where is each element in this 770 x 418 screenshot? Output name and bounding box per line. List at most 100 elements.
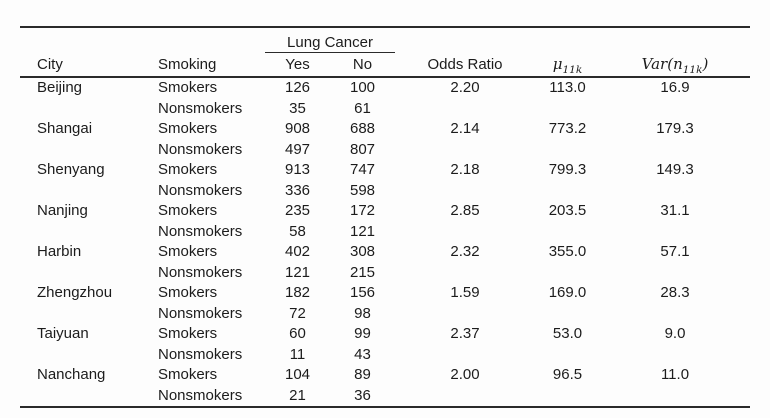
table-row: Shenyang Smokers 913 747 2.18 799.3 149.3 bbox=[20, 160, 750, 181]
cell-yes: 497 bbox=[284, 140, 311, 158]
cell-var: 57.1 bbox=[660, 243, 690, 260]
cell-odds_ratio: 2.00 bbox=[450, 366, 480, 383]
cell-smoking: Smokers bbox=[158, 243, 218, 260]
spacer-cell bbox=[600, 27, 750, 53]
column-header-city: City bbox=[20, 52, 158, 78]
cell-yes: 104 bbox=[284, 366, 311, 383]
cell-odds_ratio bbox=[395, 140, 535, 161]
cell-mu bbox=[535, 386, 600, 408]
cell-city: Harbin bbox=[37, 243, 82, 260]
cell-no: 156 bbox=[349, 284, 376, 301]
cell-var: 9.0 bbox=[664, 325, 686, 342]
table-row: Nanjing Smokers 235 172 2.85 203.5 31.1 bbox=[20, 201, 750, 222]
table-row: Nonsmokers 121 215 bbox=[20, 263, 750, 284]
cell-city bbox=[20, 222, 158, 243]
cell-smoking: Smokers bbox=[158, 202, 218, 219]
cell-mu: 799.3 bbox=[548, 161, 587, 178]
table-row: Nonsmokers 58 121 bbox=[20, 222, 750, 243]
cell-odds_ratio: 2.20 bbox=[450, 79, 480, 96]
table-row: Nonsmokers 21 36 bbox=[20, 386, 750, 408]
cell-mu: 169.0 bbox=[548, 284, 587, 301]
cell-odds_ratio: 2.18 bbox=[450, 161, 480, 178]
cell-no: 172 bbox=[349, 202, 376, 219]
lung-cancer-smoking-table: Lung Cancer City Smoking Yes No Odds Rat… bbox=[20, 26, 750, 408]
cell-yes: 126 bbox=[284, 79, 311, 96]
cell-mu: 203.5 bbox=[548, 202, 587, 219]
cell-mu bbox=[535, 140, 600, 161]
cell-var bbox=[600, 345, 750, 366]
cell-odds_ratio bbox=[395, 181, 535, 202]
cell-smoking: Nonsmokers bbox=[158, 222, 243, 240]
var-prefix: Var(n bbox=[641, 55, 683, 74]
cell-yes: 182 bbox=[284, 284, 311, 301]
table-row: Zhengzhou Smokers 182 156 1.59 169.0 28.3 bbox=[20, 283, 750, 304]
spacer-cell bbox=[20, 27, 158, 53]
spacer-cell bbox=[535, 27, 600, 53]
column-group-header-lung-cancer: Lung Cancer bbox=[265, 27, 395, 53]
cell-no: 215 bbox=[349, 263, 376, 281]
cell-yes: 402 bbox=[284, 243, 311, 260]
cell-smoking: Smokers bbox=[158, 161, 218, 178]
table-row: Nonsmokers 72 98 bbox=[20, 304, 750, 325]
cell-no: 747 bbox=[349, 161, 376, 178]
cell-city bbox=[20, 181, 158, 202]
cell-odds_ratio bbox=[395, 345, 535, 366]
cell-yes: 235 bbox=[284, 202, 311, 219]
cell-mu bbox=[535, 345, 600, 366]
cell-no: 61 bbox=[354, 99, 371, 117]
cell-smoking: Nonsmokers bbox=[158, 386, 243, 404]
cell-city bbox=[20, 263, 158, 284]
cell-smoking: Nonsmokers bbox=[158, 140, 243, 158]
column-header-mu: μ11k bbox=[535, 52, 600, 78]
cell-mu: 96.5 bbox=[552, 366, 583, 383]
cell-city: Taiyuan bbox=[37, 325, 89, 342]
cell-odds_ratio bbox=[395, 263, 535, 284]
cell-mu: 355.0 bbox=[548, 243, 587, 260]
cell-yes: 60 bbox=[289, 325, 306, 342]
cell-yes: 35 bbox=[289, 99, 306, 117]
spacer-cell bbox=[395, 27, 535, 53]
cell-var: 16.9 bbox=[660, 79, 690, 96]
cell-city: Shangai bbox=[37, 120, 93, 137]
spacer-cell bbox=[158, 27, 265, 53]
cell-var bbox=[600, 181, 750, 202]
cell-yes: 913 bbox=[284, 161, 311, 178]
cell-no: 121 bbox=[349, 222, 376, 240]
cell-odds_ratio: 2.37 bbox=[450, 325, 480, 342]
cell-yes: 58 bbox=[289, 222, 306, 240]
table-row: Taiyuan Smokers 60 99 2.37 53.0 9.0 bbox=[20, 324, 750, 345]
cell-city bbox=[20, 345, 158, 366]
cell-odds_ratio: 1.59 bbox=[450, 284, 480, 301]
header-row: City Smoking Yes No Odds Ratio μ11k Var(… bbox=[20, 52, 750, 78]
cell-no: 598 bbox=[349, 181, 376, 199]
cell-smoking: Nonsmokers bbox=[158, 99, 243, 117]
cell-odds_ratio: 2.85 bbox=[450, 202, 480, 219]
cell-city bbox=[20, 304, 158, 325]
cell-var bbox=[600, 140, 750, 161]
cell-mu bbox=[535, 304, 600, 325]
cell-var: 31.1 bbox=[660, 202, 690, 219]
cell-smoking: Smokers bbox=[158, 79, 218, 96]
column-header-smoking: Smoking bbox=[158, 52, 265, 78]
cell-mu: 773.2 bbox=[548, 120, 587, 137]
cell-var: 149.3 bbox=[656, 161, 694, 178]
table-row: Shangai Smokers 908 688 2.14 773.2 179.3 bbox=[20, 119, 750, 140]
cell-odds_ratio bbox=[395, 304, 535, 325]
cell-smoking: Smokers bbox=[158, 325, 218, 342]
cell-no: 36 bbox=[354, 386, 371, 404]
var-subscript: 11k bbox=[682, 64, 703, 77]
cell-odds_ratio: 2.32 bbox=[450, 243, 480, 260]
cell-mu bbox=[535, 181, 600, 202]
cell-odds_ratio: 2.14 bbox=[450, 120, 480, 137]
cell-smoking: Smokers bbox=[158, 120, 218, 137]
cell-var bbox=[600, 99, 750, 120]
column-header-no: No bbox=[330, 52, 395, 78]
cell-yes: 336 bbox=[284, 181, 311, 199]
cell-mu bbox=[535, 222, 600, 243]
cell-odds_ratio bbox=[395, 386, 535, 408]
cell-smoking: Nonsmokers bbox=[158, 345, 243, 363]
cell-smoking: Nonsmokers bbox=[158, 263, 243, 281]
cell-no: 98 bbox=[354, 304, 371, 322]
table-row: Harbin Smokers 402 308 2.32 355.0 57.1 bbox=[20, 242, 750, 263]
table-row: Nonsmokers 35 61 bbox=[20, 99, 750, 120]
